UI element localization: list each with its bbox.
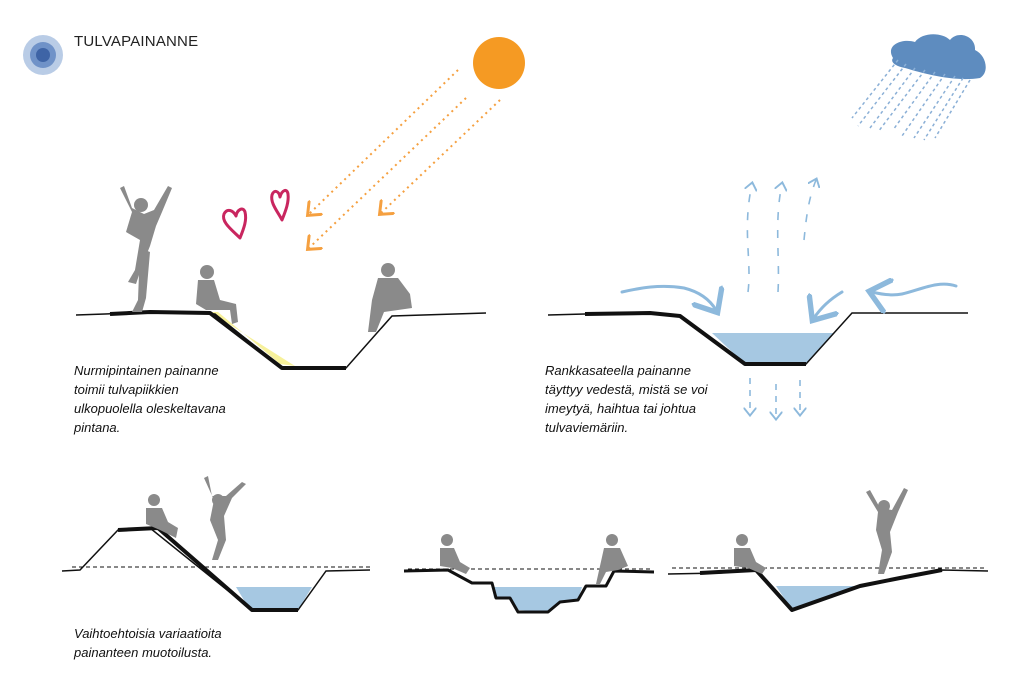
caption-line: Vaihtoehtoisia variaatioita [74, 626, 222, 641]
sun-rays [309, 69, 501, 248]
heart-icon [222, 188, 290, 240]
flood-logo-icon [23, 35, 63, 75]
diagram-title: TULVAPAINANNE [74, 33, 199, 50]
rain-cloud-icon [851, 34, 986, 141]
sun-icon [473, 37, 525, 89]
caption-line: tulvaviemäriin. [545, 420, 629, 435]
person-figure-icon [120, 186, 412, 332]
evaporation-arrow-icon [747, 180, 816, 293]
water-flow-arrow-icon [620, 284, 958, 318]
caption-variants: Vaihtoehtoisia variaatioita painanteen m… [74, 624, 222, 662]
caption-line: Nurmipintainen painanne [74, 363, 219, 378]
caption-line: pintana. [74, 420, 121, 435]
sun-ray-1 [309, 69, 459, 214]
caption-rain-depression: Rankkasateella painanne täyttyy vedestä,… [545, 361, 708, 437]
caption-line: toimii tulvapiikkien [74, 382, 179, 397]
rain-depression-section [547, 311, 968, 366]
sunlit-slope [210, 312, 295, 366]
caption-line: imeytyä, haihtua tai johtua [545, 401, 697, 416]
sun-ray-2 [309, 97, 467, 248]
caption-line: painanteen muotoilusta. [74, 645, 213, 660]
variant-a-section [61, 476, 372, 612]
caption-line: ulkopuolella oleskeltavana [74, 401, 226, 416]
caption-line: Rankkasateella painanne [545, 363, 691, 378]
person-figure-icon [146, 476, 246, 560]
person-figure-icon [734, 488, 908, 574]
caption-line: täyttyy vedestä, mistä se voi [545, 382, 708, 397]
caption-dry-depression: Nurmipintainen painanne toimii tulvapiik… [74, 361, 226, 437]
person-figure-icon [440, 534, 628, 584]
variant-b-section [403, 534, 655, 614]
dry-depression-section [75, 310, 487, 370]
variant-c-section [667, 488, 989, 612]
infiltration-arrow-icon [750, 378, 800, 418]
sun-ray-3 [381, 99, 501, 213]
